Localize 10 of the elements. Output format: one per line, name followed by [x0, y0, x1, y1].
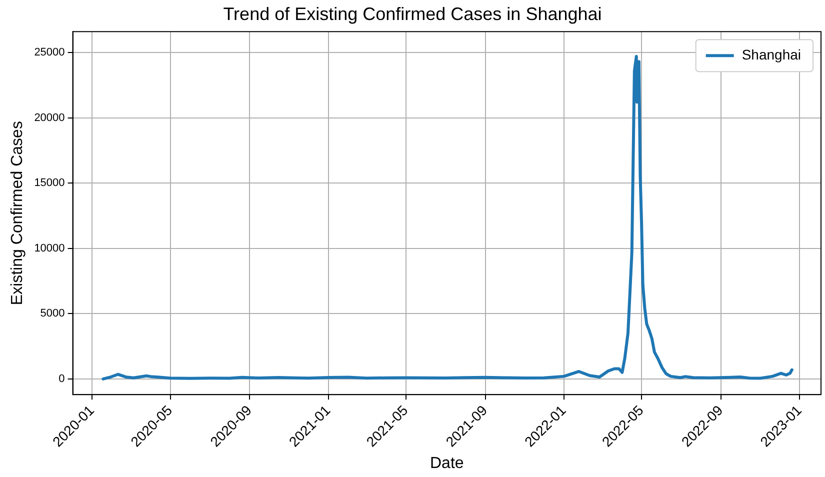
- y-tick-label: 0: [58, 372, 65, 385]
- x-axis-title: Date: [430, 454, 464, 472]
- y-tick-label: 25000: [34, 46, 65, 59]
- chart-title: Trend of Existing Confirmed Cases in Shanghai: [223, 4, 602, 24]
- y-tick-label: 15000: [34, 177, 65, 190]
- y-axis-title: Existing Confirmed Cases: [9, 121, 26, 306]
- legend-label: Shanghai: [742, 46, 802, 62]
- y-tick-label: 20000: [34, 112, 65, 124]
- y-tick-label: 5000: [40, 308, 65, 320]
- y-tick-label: 10000: [34, 242, 65, 254]
